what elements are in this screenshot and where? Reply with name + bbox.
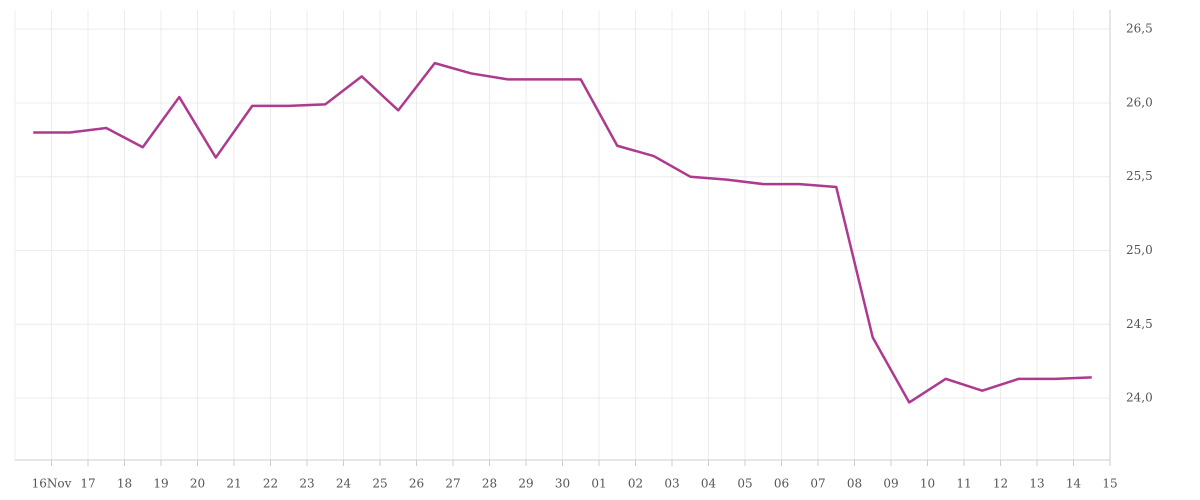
y-tick-label: 26,0 (1126, 95, 1153, 109)
x-tick-label: 07 (810, 477, 825, 491)
x-tick-label: 18 (117, 477, 132, 491)
x-tick-label: 24 (336, 477, 352, 491)
x-tick-label: 16Nov (32, 477, 72, 491)
x-tick-label: 28 (482, 477, 497, 491)
x-tick-label: 02 (628, 477, 643, 491)
x-tick-label: 29 (518, 477, 533, 491)
y-tick-label: 25,0 (1126, 243, 1153, 257)
x-tick-label: 11 (956, 477, 971, 491)
x-tick-label: 26 (409, 477, 424, 491)
x-tick-label: 04 (701, 477, 717, 491)
y-tick-label: 24,0 (1126, 391, 1153, 405)
y-tick-label: 25,5 (1126, 169, 1153, 183)
x-tick-label: 06 (774, 477, 789, 491)
x-tick-label: 25 (372, 477, 387, 491)
x-tick-label: 17 (80, 477, 95, 491)
x-tick-label: 09 (883, 477, 898, 491)
x-tick-label: 01 (591, 477, 606, 491)
data-line (33, 61, 1092, 404)
x-tick-label: 27 (445, 477, 460, 491)
x-tick-label: 05 (737, 477, 752, 491)
x-tick-label: 10 (920, 477, 935, 491)
x-tick-label: 19 (153, 477, 168, 491)
y-tick-label: 26,5 (1126, 22, 1153, 36)
x-tick-label: 13 (1029, 477, 1044, 491)
x-tick-label: 03 (664, 477, 679, 491)
x-tick-label: 12 (993, 477, 1008, 491)
x-tick-label: 08 (847, 477, 862, 491)
y-tick-label: 24,5 (1126, 317, 1153, 331)
x-tick-label: 20 (190, 477, 205, 491)
x-tick-label: 15 (1102, 477, 1117, 491)
x-tick-label: 14 (1066, 477, 1082, 491)
x-tick-label: 23 (299, 477, 314, 491)
x-tick-label: 30 (555, 477, 570, 491)
x-tick-label: 21 (226, 477, 241, 491)
x-tick-label: 22 (263, 477, 278, 491)
